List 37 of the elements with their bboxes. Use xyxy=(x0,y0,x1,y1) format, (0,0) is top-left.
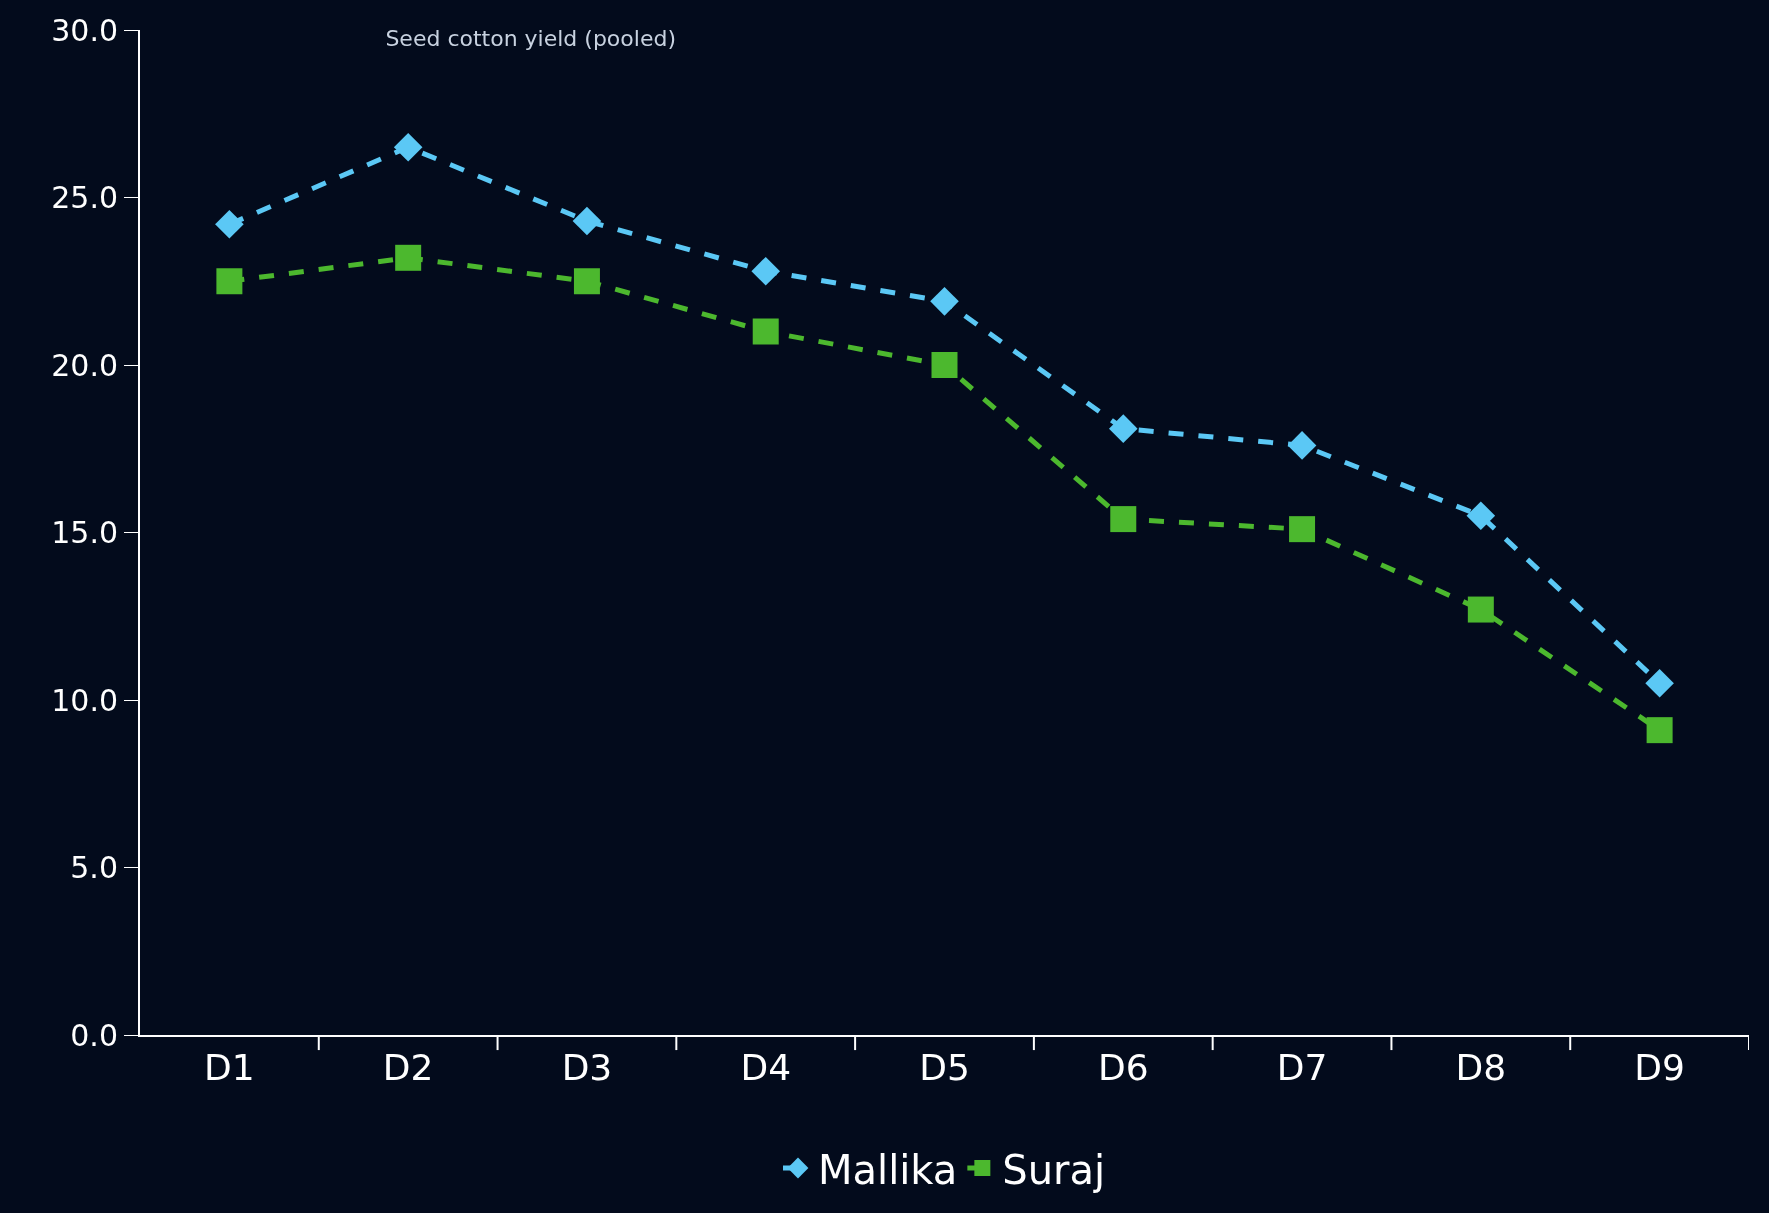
x-tick-label: D9 xyxy=(1634,1047,1685,1089)
x-tick-label: D1 xyxy=(204,1047,255,1089)
point xyxy=(216,268,243,295)
legend-label: Mallika xyxy=(818,1146,958,1193)
legend-label: Suraj xyxy=(1002,1146,1106,1193)
y-tick-label: 15.0 xyxy=(51,515,118,550)
point xyxy=(1645,668,1674,698)
point xyxy=(395,244,422,271)
point xyxy=(1646,717,1673,744)
point xyxy=(1466,501,1496,531)
y-tick-label: 25.0 xyxy=(51,180,118,215)
x-tick-label: D2 xyxy=(382,1047,434,1089)
point xyxy=(751,256,781,286)
chart-title: Seed cotton yield (pooled) xyxy=(385,25,676,51)
point xyxy=(1287,431,1317,460)
x-tick-label: D4 xyxy=(740,1047,792,1089)
y-tick-label: 5.0 xyxy=(70,850,118,885)
point xyxy=(930,287,959,316)
point xyxy=(752,318,779,345)
point xyxy=(1108,414,1138,443)
y-tick-label: 10.0 xyxy=(51,682,118,718)
x-tick-label: D3 xyxy=(561,1047,613,1089)
x-tick-label: D7 xyxy=(1276,1047,1328,1089)
point xyxy=(393,132,423,162)
point xyxy=(1289,516,1316,543)
y-tick-label: 0.0 xyxy=(70,1017,118,1053)
point xyxy=(1467,596,1494,623)
point xyxy=(215,210,244,239)
point xyxy=(573,268,600,295)
x-tick-label: D6 xyxy=(1097,1047,1149,1089)
point xyxy=(931,352,958,378)
x-tick-label: D5 xyxy=(919,1047,970,1089)
y-tick-label: 30.0 xyxy=(51,12,118,48)
x-tick-label: D8 xyxy=(1455,1047,1507,1089)
y-tick-label: 20.0 xyxy=(51,347,118,383)
point xyxy=(1110,506,1137,533)
point xyxy=(572,206,602,236)
